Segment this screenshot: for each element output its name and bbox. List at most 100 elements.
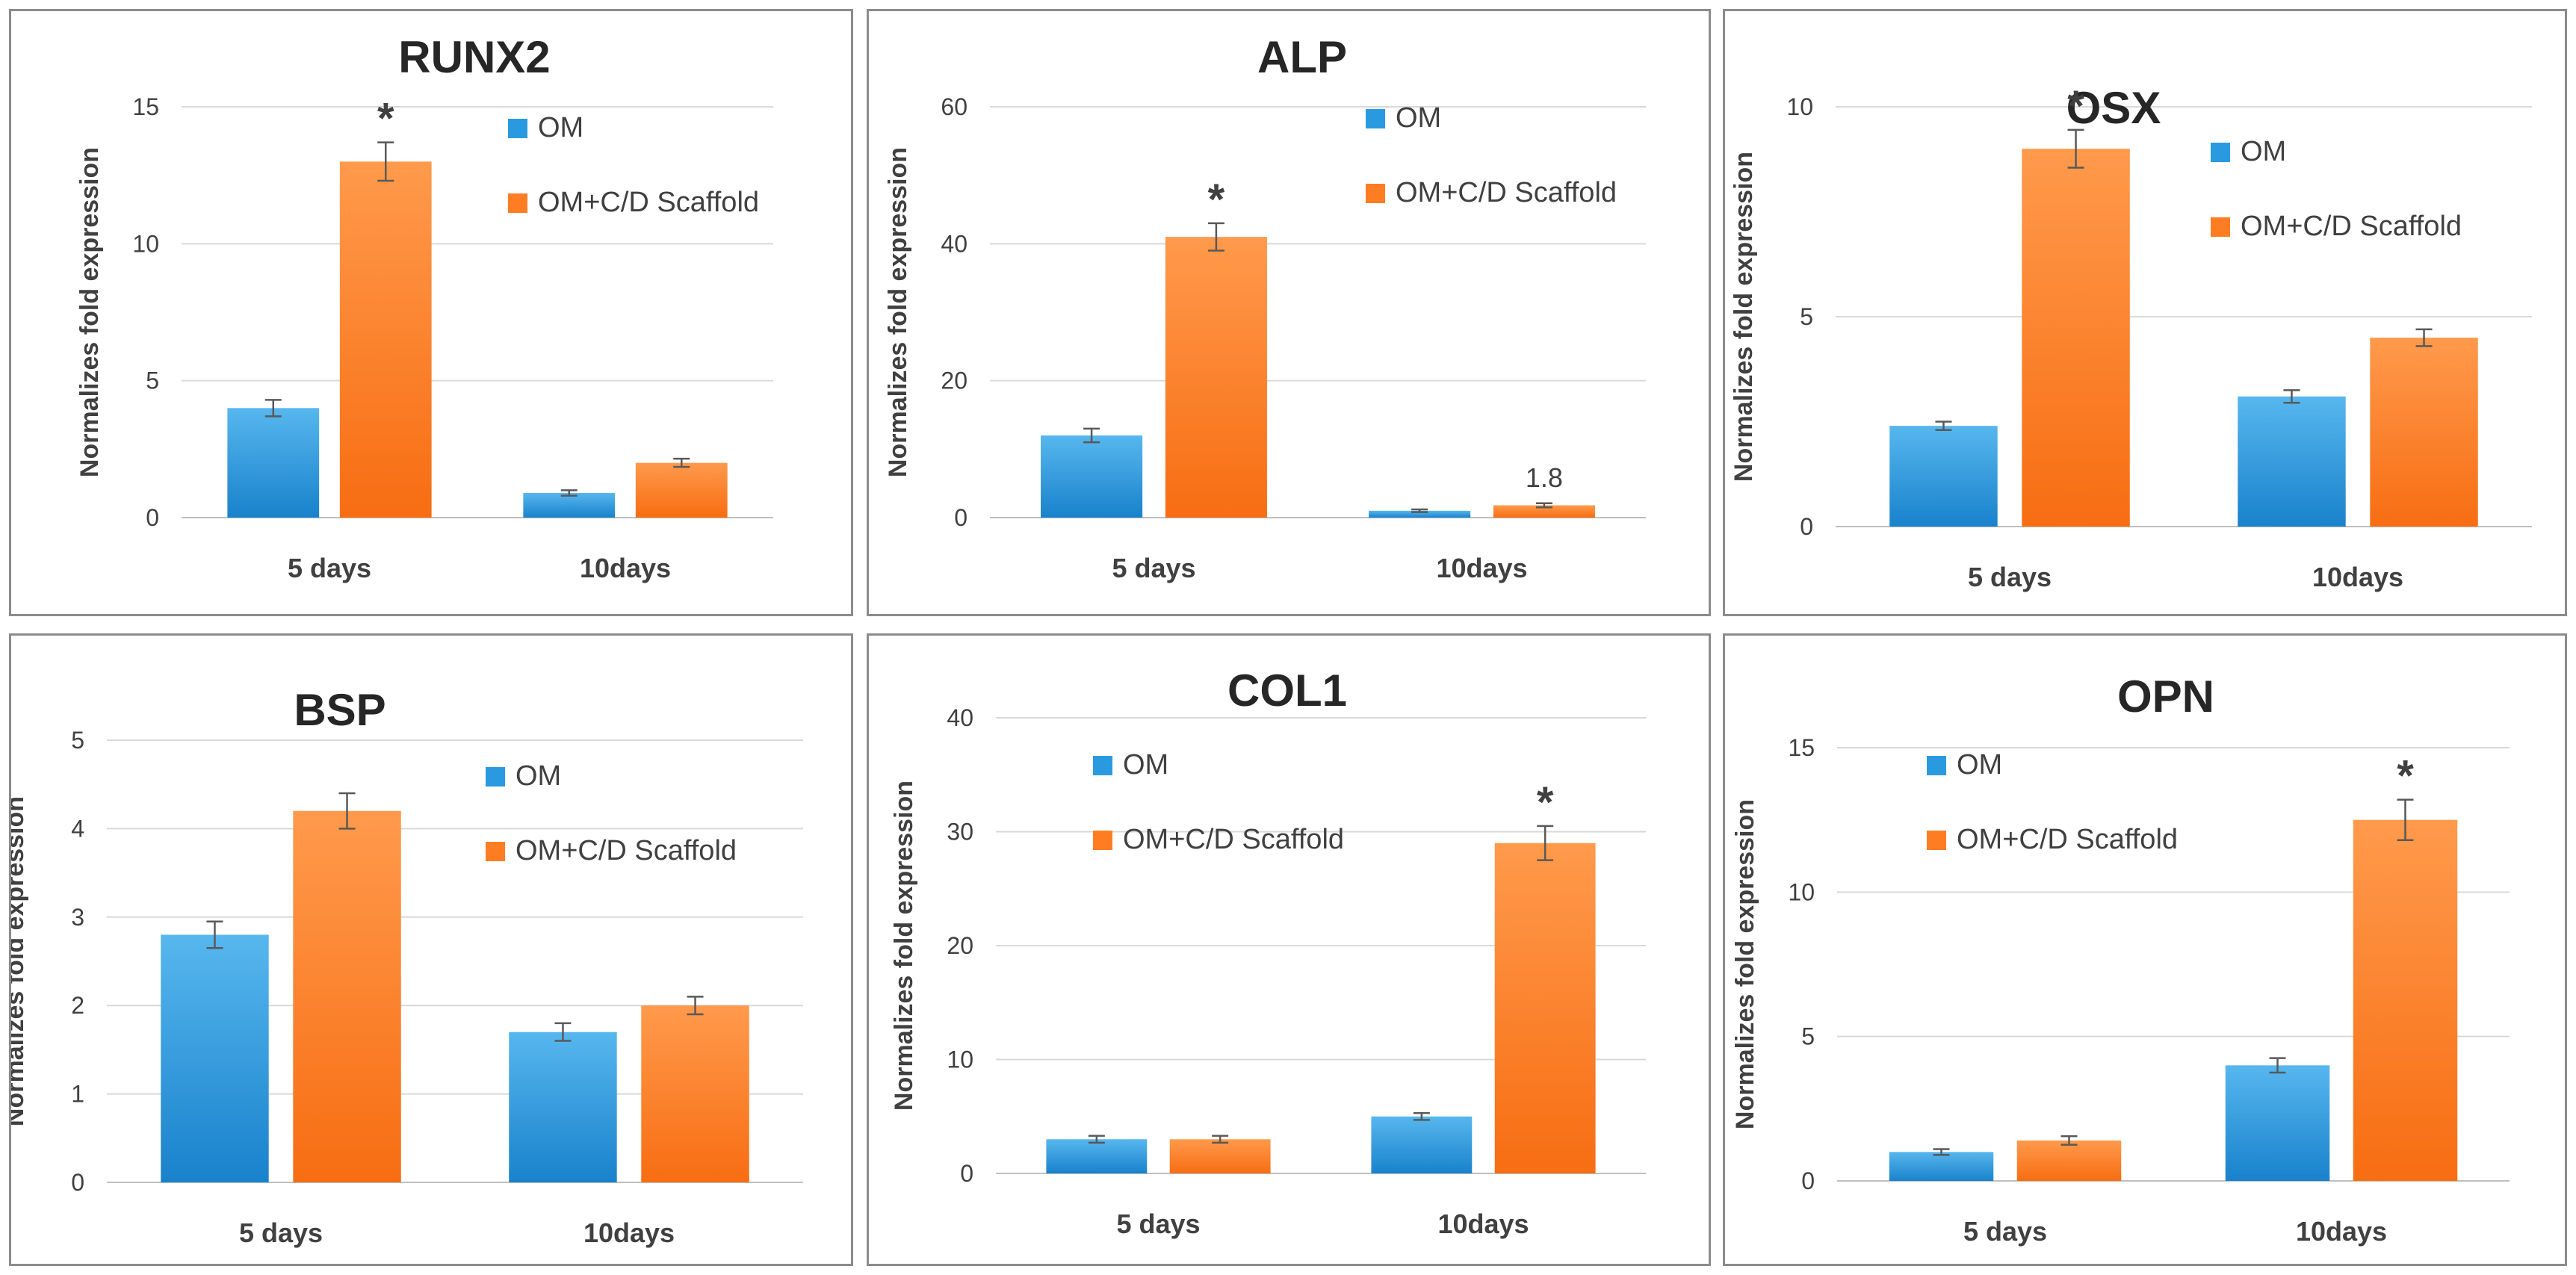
y-axis-label: Normalizes fold expression [75,147,104,477]
legend-swatch-om [1927,756,1946,775]
significance-star: * [2067,82,2084,131]
bar-om-cd-scaffold-5days [1165,237,1267,518]
significance-star: * [1208,176,1225,224]
bar-om-cd-scaffold-10days [635,462,728,518]
x-tick-label: 10days [1437,1209,1529,1239]
chart-panel-col1: 0 10 20 30 40 Normalizes fold expression COL1 5… [867,633,1711,1266]
y-tick-label: 1 [71,1081,84,1108]
y-axis-label: Normalizes fold expression [1731,799,1759,1129]
legend-label-om-cd-scaffold: OM+C/D Scaffold [1396,177,1617,208]
chart-svg: 0 5 10 Normalizes fold expression OSX 5 days 1… [1730,82,2532,592]
error-bar [2061,1135,2078,1146]
y-tick-label: 40 [947,704,973,731]
legend-swatch-om-cd-scaffold [2211,217,2230,237]
error-bar [264,399,282,418]
legend-label-om: OM [515,760,561,792]
error-bar [206,920,223,949]
chart-title: BSP [294,685,386,735]
bar-om-10days [523,493,616,518]
significance-star: * [377,95,394,143]
bar-om-cd-scaffold-10days [2353,819,2458,1181]
y-axis-label: Normalizes fold expression [884,147,912,477]
y-tick-label: 5 [1800,303,1813,330]
y-tick-label: 20 [941,367,967,394]
y-tick-label: 5 [71,727,84,754]
x-tick-label: 5 days [1963,1216,2047,1247]
chart-title: ALP [1257,32,1347,82]
legend-label-om-cd-scaffold: OM+C/D Scaffold [515,835,737,866]
error-bar [338,792,356,830]
legend-label-om: OM [2241,136,2286,167]
error-bar [673,457,690,468]
bar-om-10days [509,1032,617,1182]
error-bar [2415,328,2433,347]
legend-swatch-om-cd-scaffold [1366,184,1385,203]
y-tick-label: 0 [1800,513,1813,540]
chart-panel-opn: 0 5 10 15 Normalizes fold expression OPN 5 day… [1723,633,2567,1266]
x-tick-label: 10days [2312,562,2403,592]
y-tick-label: 5 [146,367,159,394]
legend-swatch-om [2211,143,2230,162]
legend-swatch-om-cd-scaffold [486,842,505,861]
error-bar [1088,1135,1105,1144]
chart-svg: 0 10 20 30 40 Normalizes fold expression COL1 5… [890,666,1646,1239]
y-tick-label: 10 [1788,878,1815,905]
chart-svg: 0 5 10 15 Normalizes fold expression OPN 5 day… [1731,671,2510,1247]
legend-swatch-om-cd-scaffold [1093,831,1112,850]
significance-star: * [2397,752,2414,801]
legend-swatch-om [508,119,527,138]
bar-om-cd-scaffold-5days [2022,149,2130,527]
error-bar [377,141,394,182]
bar-om-10days [1371,1116,1473,1173]
error-bar [560,489,578,497]
bar-om-10days [2225,1065,2330,1181]
bar-om-5days [161,934,269,1182]
x-tick-label: 5 days [1112,553,1195,583]
y-tick-label: 0 [1801,1167,1815,1194]
error-bar [1537,825,1554,861]
bar-om-cd-scaffold-5days [2016,1140,2122,1181]
y-tick-label: 10 [132,230,159,257]
bar-om-cd-scaffold-10days [1493,505,1595,518]
y-tick-label: 4 [71,815,84,842]
bar-om-cd-scaffold-5days [339,161,432,518]
error-bar [1413,1111,1430,1121]
error-bar [1935,421,1952,431]
error-bar [1411,508,1428,513]
legend-label-om: OM [1957,749,2002,781]
error-bar [1212,1135,1229,1144]
bar-om-cd-scaffold-10days [1494,843,1596,1173]
chart-panel-runx2: 0 5 10 15 Normalizes fold expression RUNX2 5 d… [9,9,853,616]
x-tick-label: 5 days [1116,1209,1200,1239]
legend-swatch-om [1093,756,1112,775]
legend-swatch-om [486,767,505,787]
y-tick-label: 0 [960,1160,973,1187]
bar-om-5days [1889,426,1998,527]
bar-om-5days [1046,1139,1148,1173]
legend-swatch-om-cd-scaffold [1927,831,1946,850]
legend-label-om: OM [538,112,583,143]
bar-om-10days [1369,510,1471,518]
y-tick-label: 2 [71,992,84,1019]
legend-label-om-cd-scaffold: OM+C/D Scaffold [538,187,759,218]
y-tick-label: 15 [1788,734,1815,761]
y-axis-label: Normalizes fold expression [11,796,29,1126]
y-tick-label: 30 [947,819,973,846]
significance-star: * [1537,778,1554,827]
error-bar [2269,1057,2286,1074]
y-tick-label: 20 [947,932,973,959]
legend-label-om-cd-scaffold: OM+C/D Scaffold [2241,211,2462,242]
x-tick-label: 5 days [288,553,371,583]
bar-om-5days [227,408,320,518]
y-tick-label: 10 [1786,93,1813,120]
chart-title: RUNX2 [398,32,550,82]
y-tick-label: 40 [941,230,967,257]
y-tick-label: 0 [71,1169,84,1196]
x-tick-label: 10days [580,553,671,583]
x-tick-label: 10days [1436,553,1527,583]
chart-svg: 0 20 40 60 Normalizes fold expression ALP 5 da… [884,32,1646,583]
bar-om-5days [1041,435,1143,518]
error-bar [1933,1148,1950,1156]
x-tick-label: 5 days [1968,562,2052,592]
x-tick-label: 10days [2296,1216,2387,1247]
